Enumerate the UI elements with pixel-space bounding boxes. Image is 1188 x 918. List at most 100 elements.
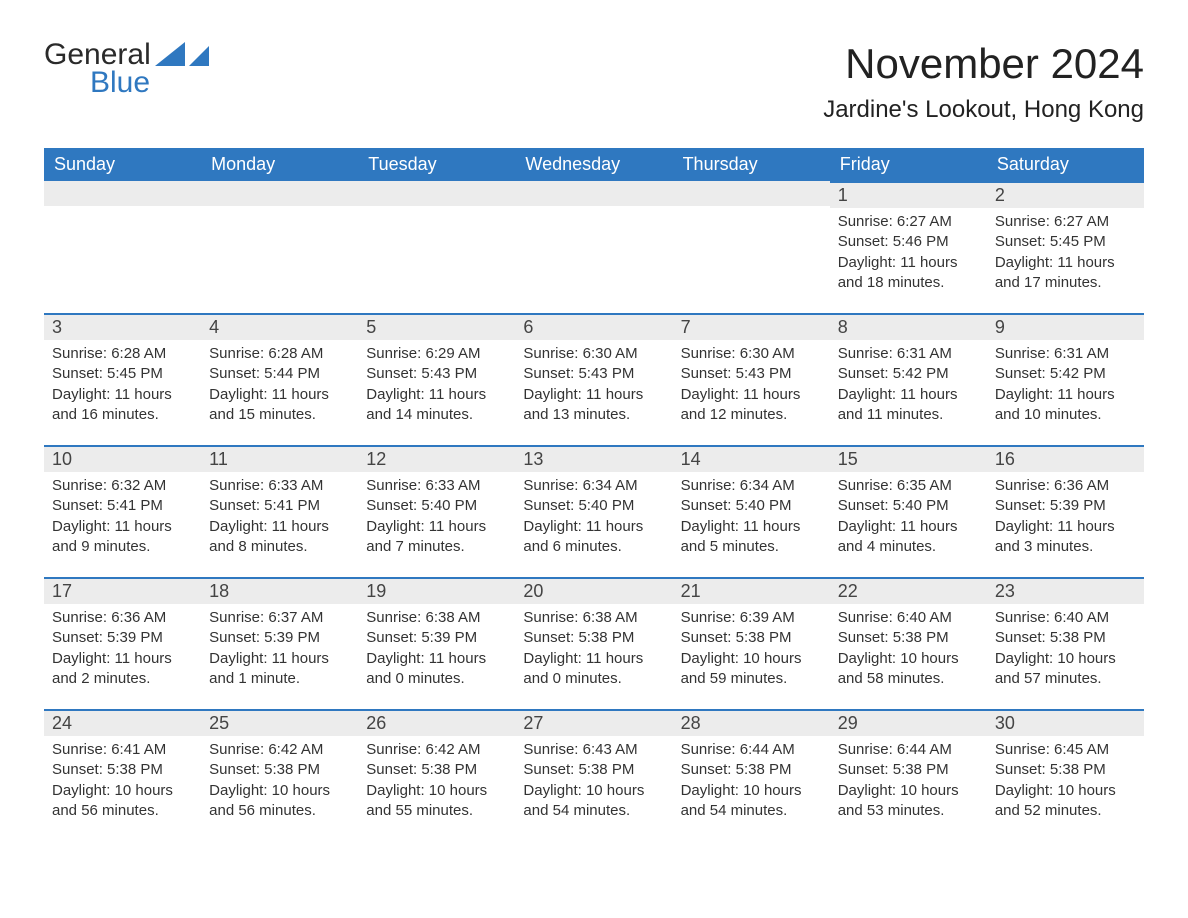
sunrise-line: Sunrise: 6:30 AM <box>523 344 664 364</box>
day-body: Sunrise: 6:33 AMSunset: 5:41 PMDaylight:… <box>201 472 358 565</box>
daylight-line: Daylight: 11 hours and 3 minutes. <box>995 517 1136 558</box>
sunrise-line: Sunrise: 6:38 AM <box>366 608 507 628</box>
day-body: Sunrise: 6:34 AMSunset: 5:40 PMDaylight:… <box>515 472 672 565</box>
day-body: Sunrise: 6:40 AMSunset: 5:38 PMDaylight:… <box>987 604 1144 697</box>
calendar-week: 17Sunrise: 6:36 AMSunset: 5:39 PMDayligh… <box>44 577 1144 709</box>
calendar-cell: 29Sunrise: 6:44 AMSunset: 5:38 PMDayligh… <box>830 709 987 841</box>
day-body: Sunrise: 6:38 AMSunset: 5:39 PMDaylight:… <box>358 604 515 697</box>
daylight-line: Daylight: 10 hours and 52 minutes. <box>995 781 1136 822</box>
day-body: Sunrise: 6:35 AMSunset: 5:40 PMDaylight:… <box>830 472 987 565</box>
sunrise-line: Sunrise: 6:43 AM <box>523 740 664 760</box>
sunset-line: Sunset: 5:38 PM <box>52 760 193 780</box>
sunrise-line: Sunrise: 6:42 AM <box>209 740 350 760</box>
calendar-cell: 5Sunrise: 6:29 AMSunset: 5:43 PMDaylight… <box>358 313 515 445</box>
daylight-line: Daylight: 10 hours and 54 minutes. <box>681 781 822 822</box>
calendar-cell: 12Sunrise: 6:33 AMSunset: 5:40 PMDayligh… <box>358 445 515 577</box>
sunrise-line: Sunrise: 6:40 AM <box>838 608 979 628</box>
calendar-cell: 24Sunrise: 6:41 AMSunset: 5:38 PMDayligh… <box>44 709 201 841</box>
calendar-cell: 4Sunrise: 6:28 AMSunset: 5:44 PMDaylight… <box>201 313 358 445</box>
day-number: 13 <box>515 445 672 472</box>
daylight-line: Daylight: 11 hours and 18 minutes. <box>838 253 979 294</box>
daylight-line: Daylight: 11 hours and 8 minutes. <box>209 517 350 558</box>
day-body: Sunrise: 6:27 AMSunset: 5:46 PMDaylight:… <box>830 208 987 301</box>
daylight-line: Daylight: 11 hours and 17 minutes. <box>995 253 1136 294</box>
day-body: Sunrise: 6:42 AMSunset: 5:38 PMDaylight:… <box>201 736 358 829</box>
daylight-line: Daylight: 11 hours and 9 minutes. <box>52 517 193 558</box>
sunset-line: Sunset: 5:43 PM <box>523 364 664 384</box>
sunrise-line: Sunrise: 6:39 AM <box>681 608 822 628</box>
sunrise-line: Sunrise: 6:33 AM <box>366 476 507 496</box>
daylight-line: Daylight: 10 hours and 59 minutes. <box>681 649 822 690</box>
sunrise-line: Sunrise: 6:27 AM <box>995 212 1136 232</box>
day-number: 10 <box>44 445 201 472</box>
day-number: 1 <box>830 181 987 208</box>
day-header: Friday <box>830 148 987 181</box>
day-number: 17 <box>44 577 201 604</box>
day-number: 5 <box>358 313 515 340</box>
sunset-line: Sunset: 5:46 PM <box>838 232 979 252</box>
calendar-header-row: SundayMondayTuesdayWednesdayThursdayFrid… <box>44 148 1144 181</box>
calendar-week: 10Sunrise: 6:32 AMSunset: 5:41 PMDayligh… <box>44 445 1144 577</box>
calendar-cell: 21Sunrise: 6:39 AMSunset: 5:38 PMDayligh… <box>673 577 830 709</box>
day-number-row <box>358 181 515 206</box>
day-number-row <box>44 181 201 206</box>
day-number: 25 <box>201 709 358 736</box>
day-body: Sunrise: 6:41 AMSunset: 5:38 PMDaylight:… <box>44 736 201 829</box>
daylight-line: Daylight: 11 hours and 15 minutes. <box>209 385 350 426</box>
day-header: Saturday <box>987 148 1144 181</box>
daylight-line: Daylight: 11 hours and 4 minutes. <box>838 517 979 558</box>
day-body: Sunrise: 6:37 AMSunset: 5:39 PMDaylight:… <box>201 604 358 697</box>
sunset-line: Sunset: 5:44 PM <box>209 364 350 384</box>
calendar-cell: 26Sunrise: 6:42 AMSunset: 5:38 PMDayligh… <box>358 709 515 841</box>
day-body: Sunrise: 6:43 AMSunset: 5:38 PMDaylight:… <box>515 736 672 829</box>
day-number: 7 <box>673 313 830 340</box>
day-number: 21 <box>673 577 830 604</box>
calendar-cell: 23Sunrise: 6:40 AMSunset: 5:38 PMDayligh… <box>987 577 1144 709</box>
day-body: Sunrise: 6:44 AMSunset: 5:38 PMDaylight:… <box>673 736 830 829</box>
calendar-cell: 13Sunrise: 6:34 AMSunset: 5:40 PMDayligh… <box>515 445 672 577</box>
day-number: 14 <box>673 445 830 472</box>
day-body: Sunrise: 6:44 AMSunset: 5:38 PMDaylight:… <box>830 736 987 829</box>
calendar-cell: 19Sunrise: 6:38 AMSunset: 5:39 PMDayligh… <box>358 577 515 709</box>
calendar-cell: 28Sunrise: 6:44 AMSunset: 5:38 PMDayligh… <box>673 709 830 841</box>
calendar-cell: 10 Sunrise: 6:32 AMSunset: 5:41 PMDayligh… <box>44 445 201 577</box>
calendar-cell: 9Sunrise: 6:31 AMSunset: 5:42 PMDaylight… <box>987 313 1144 445</box>
sunrise-line: Sunrise: 6:35 AM <box>838 476 979 496</box>
calendar-cell: 16Sunrise: 6:36 AMSunset: 5:39 PMDayligh… <box>987 445 1144 577</box>
day-number: 27 <box>515 709 672 736</box>
sunrise-line: Sunrise: 6:27 AM <box>838 212 979 232</box>
day-number: 3 <box>44 313 201 340</box>
day-body: Sunrise: 6:33 AMSunset: 5:40 PMDaylight:… <box>358 472 515 565</box>
sunrise-line: Sunrise: 6:37 AM <box>209 608 350 628</box>
sunset-line: Sunset: 5:38 PM <box>523 760 664 780</box>
day-number: 28 <box>673 709 830 736</box>
day-body: Sunrise: 6:39 AMSunset: 5:38 PMDaylight:… <box>673 604 830 697</box>
day-body: Sunrise: 6:28 AMSunset: 5:45 PMDaylight:… <box>44 340 201 433</box>
day-body: Sunrise: 6:40 AMSunset: 5:38 PMDaylight:… <box>830 604 987 697</box>
sunrise-line: Sunrise: 6:38 AM <box>523 608 664 628</box>
calendar-cell: 1Sunrise: 6:27 AMSunset: 5:46 PMDaylight… <box>830 181 987 313</box>
day-number: 23 <box>987 577 1144 604</box>
daylight-line: Daylight: 11 hours and 5 minutes. <box>681 517 822 558</box>
sunrise-line: Sunrise: 6:42 AM <box>366 740 507 760</box>
day-number: 6 <box>515 313 672 340</box>
sunset-line: Sunset: 5:38 PM <box>523 628 664 648</box>
sunrise-line: Sunrise: 6:34 AM <box>523 476 664 496</box>
calendar-cell: 17Sunrise: 6:36 AMSunset: 5:39 PMDayligh… <box>44 577 201 709</box>
daylight-line: Daylight: 10 hours and 56 minutes. <box>52 781 193 822</box>
sunset-line: Sunset: 5:45 PM <box>52 364 193 384</box>
day-number: 18 <box>201 577 358 604</box>
daylight-line: Daylight: 10 hours and 54 minutes. <box>523 781 664 822</box>
calendar-week: 24Sunrise: 6:41 AMSunset: 5:38 PMDayligh… <box>44 709 1144 841</box>
sunset-line: Sunset: 5:41 PM <box>52 496 193 516</box>
daylight-line: Daylight: 10 hours and 57 minutes. <box>995 649 1136 690</box>
calendar-cell: 30Sunrise: 6:45 AMSunset: 5:38 PMDayligh… <box>987 709 1144 841</box>
day-number: 19 <box>358 577 515 604</box>
calendar-cell: 14Sunrise: 6:34 AMSunset: 5:40 PMDayligh… <box>673 445 830 577</box>
sunrise-line: Sunrise: 6:28 AM <box>209 344 350 364</box>
sunset-line: Sunset: 5:38 PM <box>681 760 822 780</box>
sunrise-line: Sunrise: 6:32 AM <box>52 476 193 496</box>
calendar-cell: 20Sunrise: 6:38 AMSunset: 5:38 PMDayligh… <box>515 577 672 709</box>
calendar-cell <box>44 181 201 313</box>
sunset-line: Sunset: 5:42 PM <box>838 364 979 384</box>
